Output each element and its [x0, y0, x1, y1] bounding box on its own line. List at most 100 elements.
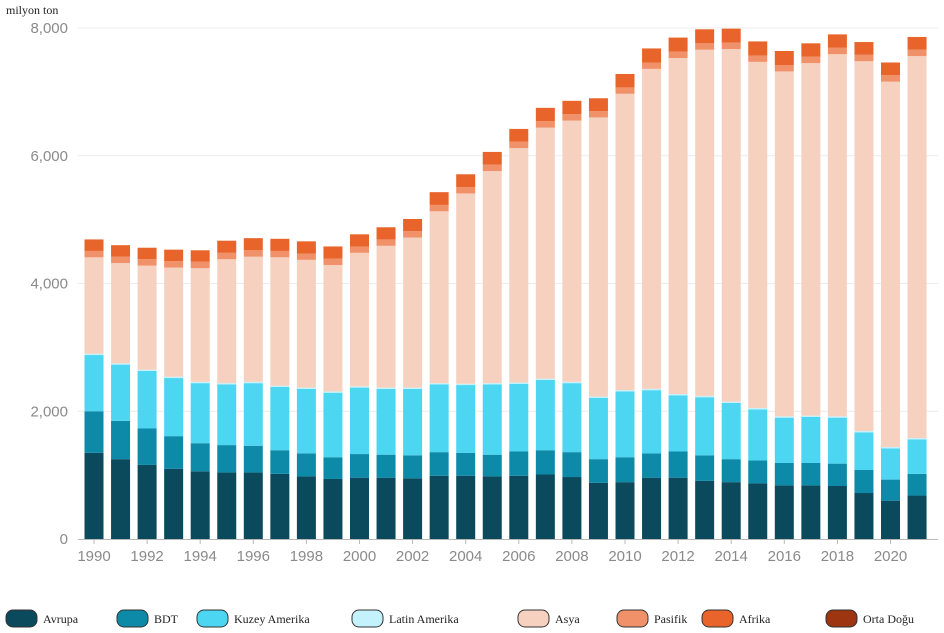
bar-segment — [881, 500, 900, 539]
bar-segment — [535, 379, 555, 451]
bar-segment — [668, 37, 688, 52]
bar-segment — [164, 376, 184, 379]
x-tick-label: 1992 — [130, 548, 163, 565]
bar-segment — [190, 471, 210, 539]
bar-segment — [881, 81, 900, 448]
bar-segment — [84, 239, 104, 251]
bar-segment — [615, 457, 635, 483]
x-tick-label: 1998 — [290, 548, 323, 565]
legend-item: Orta Doğu — [825, 609, 914, 628]
bar-segment — [482, 164, 502, 172]
bar-segment — [535, 378, 555, 380]
bar-segment — [111, 256, 131, 264]
bar-segment — [84, 250, 104, 258]
x-tick-label: 2020 — [874, 548, 907, 565]
bar-segment — [137, 265, 157, 370]
bar-segment — [376, 239, 396, 246]
bar-segment — [376, 388, 396, 455]
bar-segment — [482, 151, 502, 165]
bar-segment — [217, 252, 237, 260]
bar-segment — [403, 388, 423, 456]
bar-segment — [748, 483, 768, 539]
bar-segment — [270, 257, 290, 386]
bar-segment — [907, 36, 927, 50]
bar-segment — [562, 100, 582, 115]
bar-segment — [296, 388, 316, 454]
bar-segment — [296, 253, 316, 260]
bar-segment — [907, 56, 927, 439]
legend-swatch — [351, 609, 384, 628]
bar-segment — [801, 43, 821, 57]
legend-label: Asya — [555, 612, 580, 626]
bar-segment — [827, 34, 847, 48]
bar-segment — [350, 234, 369, 247]
bar-segment — [429, 383, 449, 385]
bar-segment — [562, 381, 582, 384]
bar-segment — [615, 391, 635, 458]
bar-segment — [350, 454, 369, 478]
legend-label: BDT — [154, 612, 179, 626]
bar-segment — [881, 62, 900, 76]
bar-segment — [854, 470, 874, 494]
bar-segment — [615, 482, 635, 539]
bar-segment — [190, 250, 210, 262]
bar-segment — [429, 192, 449, 205]
bar-segment — [482, 383, 502, 385]
bar-segment — [323, 392, 343, 458]
legend-label: Orta Doğu — [863, 612, 914, 626]
bar-segment — [84, 257, 104, 354]
x-tick-label: 2008 — [555, 548, 588, 565]
bar-segment — [615, 93, 635, 391]
bar-segment — [164, 436, 184, 469]
bar-segment — [403, 478, 423, 539]
bar-segment — [84, 452, 104, 539]
bar-segment — [535, 474, 555, 539]
bar-segment — [562, 114, 582, 121]
bar-segment — [350, 246, 369, 253]
bar-segment — [190, 383, 210, 444]
bar-segment — [748, 409, 768, 461]
y-tick-label: 2,000 — [30, 403, 68, 420]
bar-segment — [164, 267, 184, 377]
legend-item: Latin Amerika — [351, 609, 459, 628]
bar-segment — [403, 218, 423, 232]
bar-segment — [429, 384, 449, 453]
bar-segment — [748, 41, 768, 56]
bar-segment — [827, 463, 847, 486]
bar-segment — [456, 475, 476, 539]
bar-segment — [190, 261, 210, 269]
bar-segment — [588, 396, 608, 398]
bar-segment — [456, 193, 476, 384]
y-tick-label: 6,000 — [30, 148, 68, 165]
bar-segment — [801, 417, 821, 463]
bar-segment — [217, 240, 237, 253]
bar-segment — [907, 473, 927, 496]
bar-segment — [137, 428, 157, 465]
bar-segment — [695, 455, 715, 481]
bar-segment — [642, 48, 662, 63]
bar-segment — [323, 258, 343, 265]
bar-segment — [509, 475, 529, 539]
bar-segment — [721, 401, 741, 403]
bar-segment — [323, 391, 343, 393]
bar-segment — [695, 29, 715, 44]
bar-segment — [535, 450, 555, 475]
bar-segment — [217, 445, 237, 473]
bar-segment — [827, 485, 847, 539]
legend: Avrupa BDT Kuzey Amerika Latin Amerika Asya P… — [5, 609, 914, 628]
bar-segment — [881, 479, 900, 501]
legend-item: Afrika — [701, 609, 771, 628]
bar-segment — [907, 439, 927, 474]
bar-segment — [270, 473, 290, 539]
bar-segment — [270, 450, 290, 474]
bar-segment — [642, 390, 662, 454]
bar-segment — [270, 385, 290, 387]
bar-segment — [854, 61, 874, 432]
bar-segment — [801, 56, 821, 64]
bar-segment — [695, 43, 715, 50]
legend-label: Afrika — [739, 612, 771, 626]
bar-segment — [695, 480, 715, 539]
bar-segment — [588, 98, 608, 112]
bar-segment — [535, 107, 555, 122]
